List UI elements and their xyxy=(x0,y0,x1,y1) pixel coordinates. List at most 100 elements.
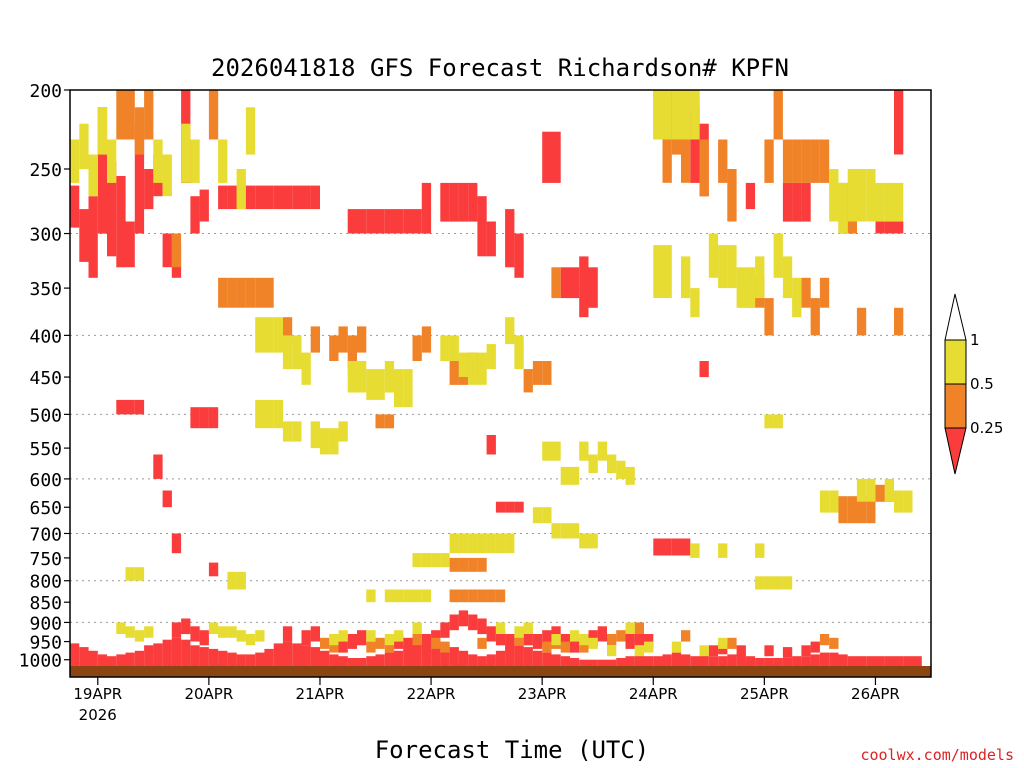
cell xyxy=(505,501,515,513)
cell xyxy=(440,335,450,361)
cell xyxy=(421,326,432,353)
cell xyxy=(264,648,274,666)
cell xyxy=(125,90,135,140)
cell xyxy=(542,131,552,183)
cell xyxy=(144,645,154,666)
cell xyxy=(894,307,904,336)
cell xyxy=(468,589,478,603)
cell xyxy=(449,614,459,631)
cell xyxy=(718,637,728,649)
data-cells xyxy=(70,90,922,666)
cell xyxy=(699,361,709,378)
cell xyxy=(773,658,783,666)
cell xyxy=(458,589,469,603)
cell xyxy=(477,557,487,572)
cell xyxy=(551,626,561,642)
cell xyxy=(458,557,469,572)
cell xyxy=(357,658,367,666)
cell xyxy=(847,169,857,222)
colorbar-label-1: 1 xyxy=(970,331,980,349)
cell xyxy=(245,107,256,155)
cell xyxy=(70,139,80,183)
cell xyxy=(671,641,682,653)
cell xyxy=(449,589,459,603)
cell xyxy=(736,645,746,657)
cell xyxy=(134,123,145,234)
cell xyxy=(653,245,663,298)
cell xyxy=(495,533,506,554)
cell xyxy=(569,630,580,642)
cell xyxy=(458,352,469,377)
cell xyxy=(532,650,543,666)
cell xyxy=(773,90,783,140)
cell xyxy=(532,507,543,524)
cell xyxy=(569,637,580,653)
cell xyxy=(708,233,719,278)
cell xyxy=(486,533,496,554)
cell xyxy=(245,277,256,308)
cell xyxy=(819,652,830,666)
cell xyxy=(375,637,385,649)
cell xyxy=(681,256,691,299)
cell xyxy=(579,634,589,646)
cell xyxy=(894,182,904,222)
cell xyxy=(227,277,237,308)
x-axis: 19APR 2026 20APR 21APR 22APR 23APR 24APR 25APR 2… xyxy=(73,677,900,724)
cell xyxy=(357,630,367,646)
cell xyxy=(782,658,793,666)
cell xyxy=(588,454,598,473)
cell xyxy=(588,267,598,308)
cell xyxy=(569,658,580,666)
cell xyxy=(357,209,367,234)
y-axis: 200 250 300 350 400 450 500 550 600 650 700 7508008… xyxy=(19,81,70,672)
cell xyxy=(394,369,404,408)
cell xyxy=(79,123,89,169)
cell xyxy=(486,654,496,666)
cell xyxy=(236,654,246,666)
cell xyxy=(403,637,413,653)
cell xyxy=(718,656,728,666)
cell xyxy=(329,634,339,646)
cell xyxy=(718,245,728,289)
cell xyxy=(894,490,904,513)
cell xyxy=(301,645,311,666)
cell xyxy=(162,154,172,197)
cell xyxy=(329,335,339,361)
cell xyxy=(542,361,552,385)
cell xyxy=(458,533,469,554)
cell xyxy=(329,654,339,666)
cell xyxy=(486,626,496,642)
cell xyxy=(199,630,209,646)
cell xyxy=(755,576,765,590)
cell xyxy=(477,618,487,635)
cell xyxy=(477,637,487,649)
cell xyxy=(384,641,395,653)
cell xyxy=(338,656,348,666)
cell xyxy=(171,622,182,638)
cell xyxy=(495,589,506,603)
cell xyxy=(819,490,830,513)
cell xyxy=(542,652,552,666)
colorbar-bin-yellow xyxy=(944,339,967,385)
cell xyxy=(829,169,839,222)
cell xyxy=(847,656,857,666)
cell xyxy=(764,414,774,429)
cell xyxy=(653,90,663,140)
cell xyxy=(255,277,265,308)
cell xyxy=(347,658,357,666)
cell xyxy=(866,496,876,524)
cell xyxy=(764,576,774,590)
cell xyxy=(468,352,478,385)
cell xyxy=(227,626,237,638)
cell xyxy=(384,361,395,393)
cell xyxy=(468,182,478,222)
cell xyxy=(255,399,265,429)
cell xyxy=(607,454,617,473)
cell xyxy=(792,182,802,222)
cell xyxy=(70,643,80,666)
cell xyxy=(718,139,728,183)
x-tick-label: 22APR xyxy=(407,685,456,703)
x-tick-label: 26APR xyxy=(851,685,900,703)
cell xyxy=(190,407,200,429)
cell xyxy=(208,562,219,577)
